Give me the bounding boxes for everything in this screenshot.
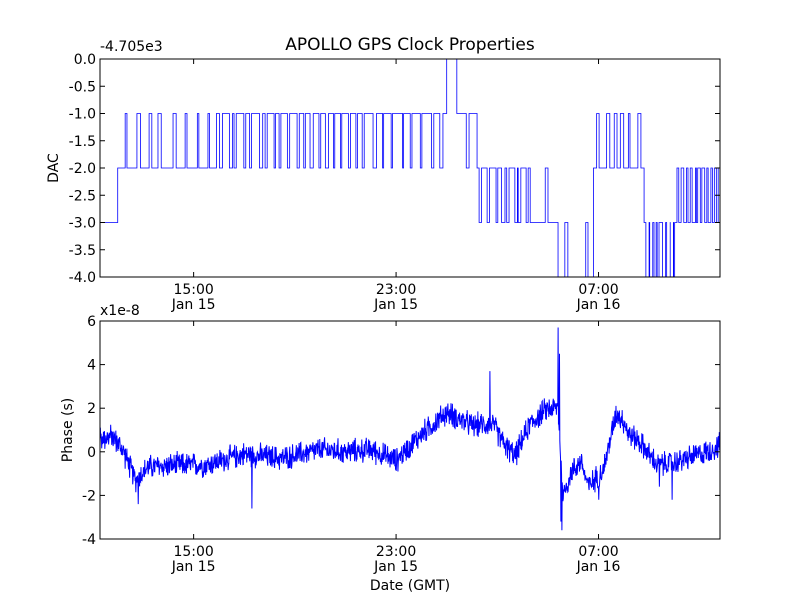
y-tick-label: 6 — [87, 314, 96, 330]
dac-subplot: 0.0 -0.5 -1.0 -1.5 -2.0 -2.5 -3.0 -3.5 -4.0 15:00… — [46, 39, 721, 313]
x-tick-label-time: 07:00 — [578, 282, 618, 298]
y-tick-label: 4 — [87, 358, 96, 374]
y-tick-label: -2.0 — [69, 161, 96, 177]
x-tick-label-time: 15:00 — [173, 544, 213, 560]
y-tick-label: -2 — [82, 488, 96, 504]
phase-y-axis-label: Phase (s) — [60, 398, 76, 462]
phase-x-axis-label: Date (GMT) — [370, 578, 450, 594]
x-tick-label-date: Jan 15 — [373, 559, 418, 575]
y-tick-label: -4 — [82, 532, 96, 548]
dac-offset-label: -4.705e3 — [100, 39, 163, 55]
dac-series-line — [100, 59, 720, 277]
y-tick-label: -0.5 — [69, 79, 96, 95]
y-tick-label: -1.0 — [69, 107, 96, 123]
x-tick-label-date: Jan 15 — [171, 297, 216, 313]
y-tick-label: -4.0 — [69, 270, 96, 286]
x-tick-label-time: 23:00 — [376, 544, 416, 560]
x-tick-label-time: 23:00 — [376, 282, 416, 298]
dac-y-axis-label: DAC — [46, 153, 62, 183]
y-tick-label: -3.0 — [69, 216, 96, 232]
phase-series-line — [100, 327, 720, 531]
phase-axes-frame — [99, 320, 721, 540]
x-tick-label-date: Jan 16 — [576, 559, 621, 575]
chart-title: APOLLO GPS Clock Properties — [285, 35, 535, 55]
x-tick-label-date: Jan 15 — [171, 559, 216, 575]
phase-series-group — [100, 327, 720, 531]
y-tick-label: -1.5 — [69, 134, 96, 150]
dac-ticks-group: 0.0 -0.5 -1.0 -1.5 -2.0 -2.5 -3.0 -3.5 -4.0 15:00… — [69, 52, 720, 313]
y-tick-label: 0 — [87, 445, 96, 461]
y-tick-label: -2.5 — [69, 188, 96, 204]
x-tick-label-date: Jan 15 — [373, 297, 418, 313]
dac-series-group — [100, 59, 720, 277]
y-tick-label: 2 — [87, 401, 96, 417]
x-tick-label-time: 15:00 — [173, 282, 213, 298]
y-tick-label: -3.5 — [69, 243, 96, 259]
x-tick-label-time: 07:00 — [578, 544, 618, 560]
y-tick-label: 0.0 — [74, 52, 96, 68]
phase-offset-label: x1e-8 — [100, 303, 140, 319]
x-tick-label-date: Jan 16 — [576, 297, 621, 313]
